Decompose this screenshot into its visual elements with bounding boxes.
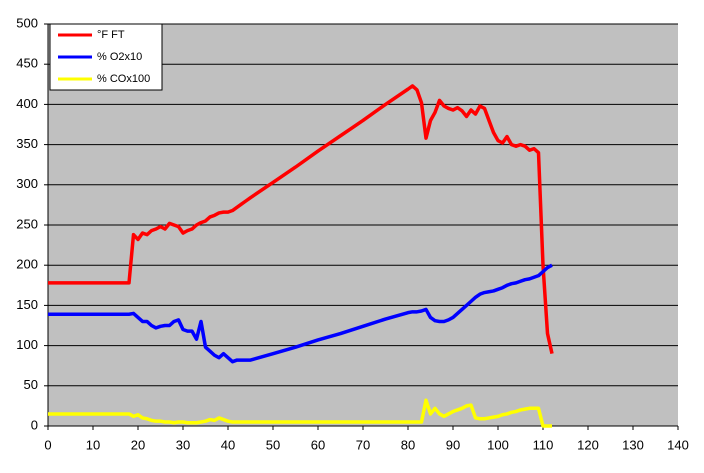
y-tick-label: 0 [31,417,38,432]
x-tick-label: 140 [667,437,689,452]
legend-label: °F FT [97,29,125,41]
y-tick-label: 400 [16,96,38,111]
y-tick-label: 200 [16,257,38,272]
legend: °F FT % O2x10 % COx100 [49,23,163,91]
x-tick-label: 90 [446,437,460,452]
x-tick-label: 130 [622,437,644,452]
x-tick-label: 20 [131,437,145,452]
x-tick-label: 100 [487,437,509,452]
y-tick-label: 100 [16,337,38,352]
x-tick-label: 60 [311,437,325,452]
legend-label: % O2x10 [97,51,142,63]
data-line [48,263,553,364]
x-tick-label: 50 [266,437,280,452]
y-tick-label: 350 [16,136,38,151]
x-tick-label: 80 [401,437,415,452]
y-tick-label: 250 [16,216,38,231]
y-tick-label: 50 [24,377,38,392]
x-tick-label: 40 [221,437,235,452]
data-line [48,84,554,355]
y-tick-label: 500 [16,15,38,30]
y-tick-label: 150 [16,297,38,312]
y-tick-label: 450 [16,56,38,71]
x-tick-label: 120 [577,437,599,452]
x-tick-label: 70 [356,437,370,452]
y-tick-label: 300 [16,176,38,191]
data-line [48,398,552,428]
x-tick-label: 30 [176,437,190,452]
x-tick-label: 0 [44,437,51,452]
x-tick-label: 10 [86,437,100,452]
x-tick-label: 110 [533,437,554,452]
legend-label: % COx100 [97,73,150,85]
